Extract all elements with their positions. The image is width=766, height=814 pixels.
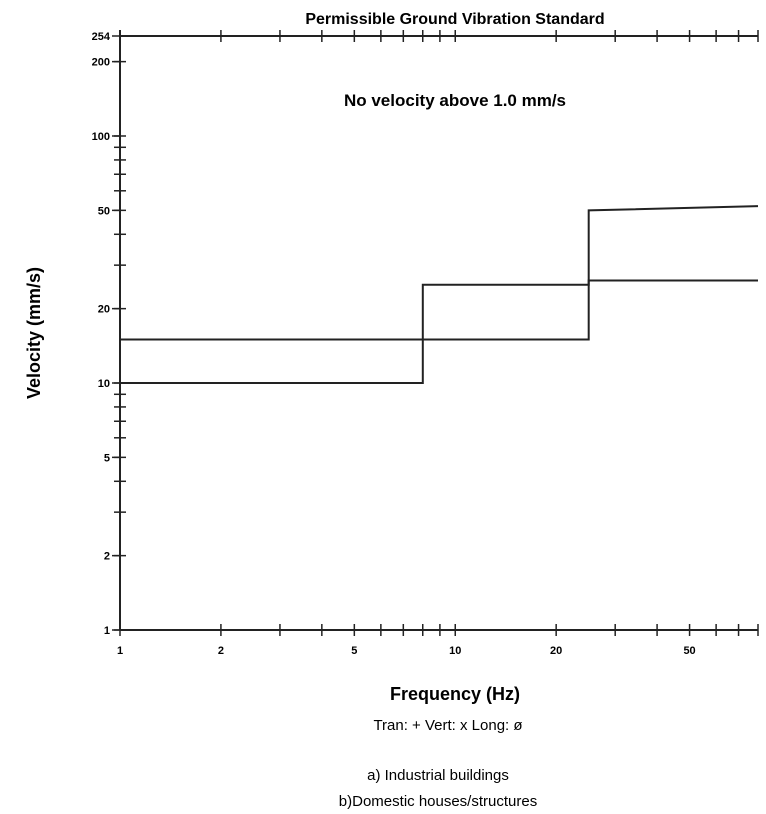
y-tick-label: 5 [104, 452, 110, 464]
y-tick-label: 50 [98, 205, 110, 217]
y-tick-label: 254 [92, 31, 111, 43]
x-tick-label: 5 [351, 645, 357, 657]
y-tick-label: 10 [98, 378, 110, 390]
series-line-1 [120, 279, 758, 384]
chart-annotation: No velocity above 1.0 mm/s [344, 91, 566, 110]
series-line-2 [120, 205, 759, 341]
y-tick-label: 1 [104, 625, 110, 637]
x-tick-label: 1 [117, 645, 123, 657]
x-tick-label: 10 [449, 645, 461, 657]
x-tick-label: 2 [218, 645, 224, 657]
tick-marks: 1 2 5 10 20 50 1 2 5 10 20 50 100 200 254 [92, 31, 759, 657]
axes [119, 30, 758, 631]
chart-title: Permissible Ground Vibration Standard [305, 11, 604, 28]
legend-text: Tran: + Vert: x Long: ø [373, 717, 522, 734]
y-tick-label: 2 [104, 551, 110, 563]
x-tick-label: 20 [550, 645, 562, 657]
caption-industrial: a) Industrial buildings [367, 767, 509, 784]
y-tick-label: 20 [98, 304, 110, 316]
caption-domestic: b)Domestic houses/structures [339, 793, 537, 810]
x-axis-label: Frequency (Hz) [390, 684, 520, 704]
y-tick-label: 100 [92, 131, 110, 143]
series-lines [119, 30, 759, 384]
y-axis-label: Velocity (mm/s) [24, 267, 44, 399]
y-tick-label: 200 [92, 57, 110, 69]
x-tick-label: 50 [683, 645, 695, 657]
